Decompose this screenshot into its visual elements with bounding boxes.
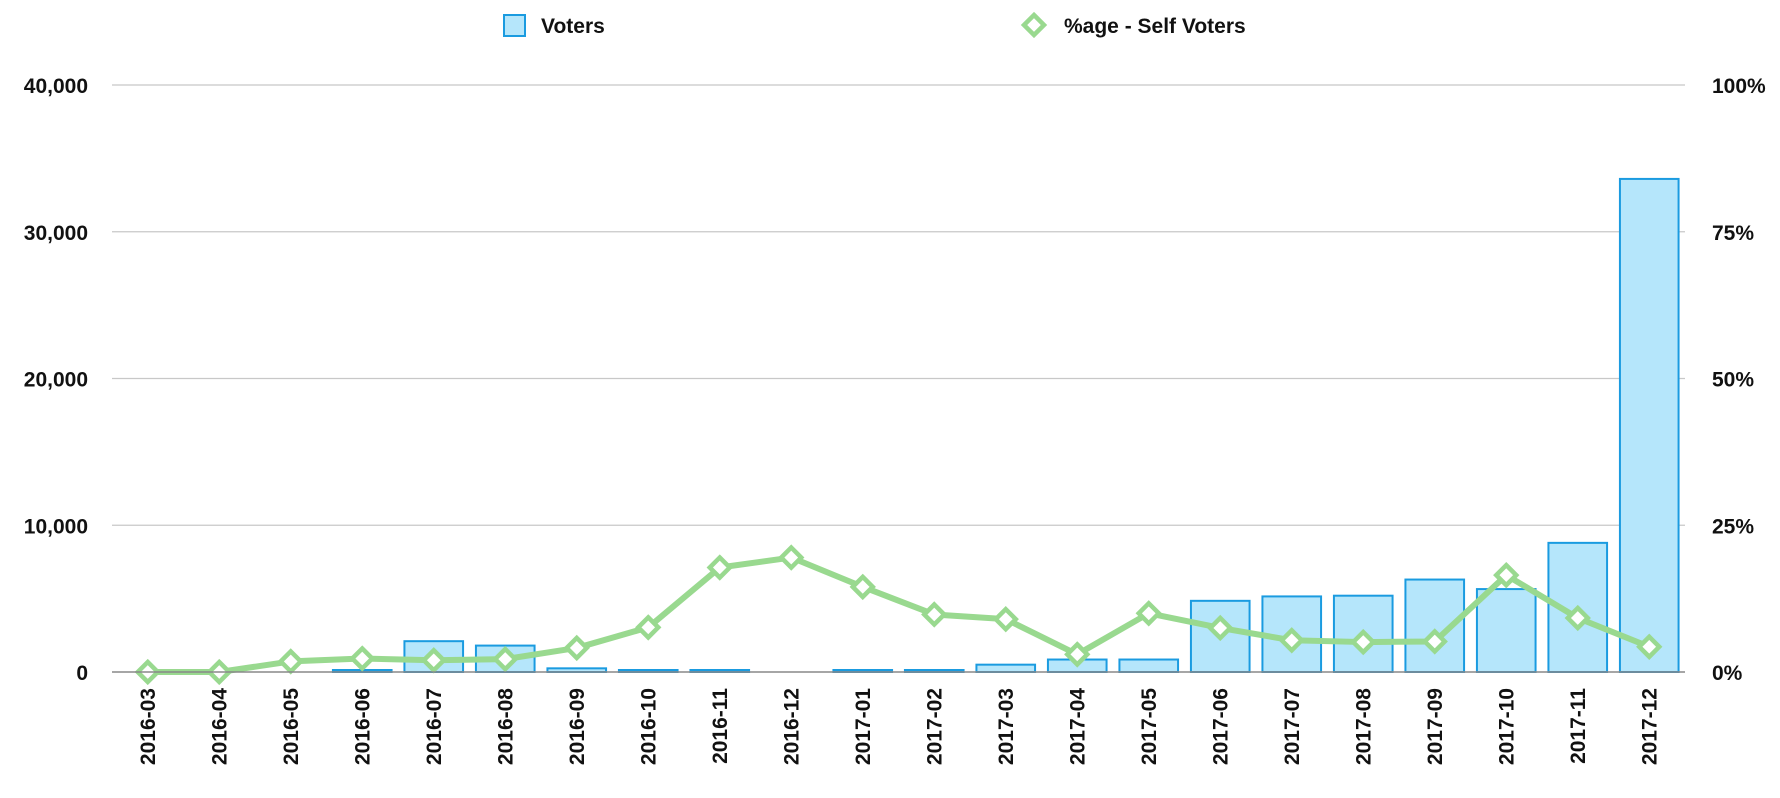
x-tick-label: 2016-07	[423, 688, 446, 765]
legend-swatch-self-voters	[1020, 11, 1048, 39]
y-left-tick-label: 30,000	[24, 222, 88, 245]
legend: Voters %age - Self Voters	[503, 11, 1246, 39]
y-left-tick-label: 0	[76, 662, 88, 685]
x-tick-label: 2017-08	[1352, 688, 1375, 765]
y-left-tick-label: 20,000	[24, 369, 88, 392]
line-point	[706, 554, 733, 581]
line-point	[277, 648, 304, 675]
line-point	[635, 614, 662, 641]
x-tick-label: 2016-03	[137, 688, 160, 765]
x-tick-label: 2016-09	[566, 688, 589, 765]
x-tick-label: 2016-12	[780, 688, 803, 765]
y-right-tick-label: 50%	[1712, 369, 1754, 392]
x-tick-label: 2017-10	[1495, 688, 1518, 765]
x-tick-label: 2017-11	[1567, 688, 1590, 764]
line-point	[1564, 604, 1591, 632]
x-tick-label: 2017-09	[1424, 688, 1447, 765]
line-point	[1493, 561, 1520, 589]
line-point	[1636, 633, 1663, 660]
bar	[1618, 177, 1680, 673]
line-point	[1207, 614, 1234, 642]
y-left-tick-label: 40,000	[24, 75, 88, 98]
x-tick-label: 2017-05	[1138, 688, 1161, 765]
x-tick-label: 2017-02	[923, 688, 946, 765]
x-tick-label: 2016-06	[351, 688, 374, 765]
x-tick-label: 2016-04	[208, 688, 231, 765]
line-point	[492, 645, 519, 673]
line-point	[1064, 641, 1091, 668]
line-point	[1135, 600, 1162, 627]
y-right-tick-label: 75%	[1712, 222, 1754, 245]
x-tick-label: 2016-08	[494, 688, 517, 765]
x-tick-label: 2017-06	[1209, 688, 1232, 765]
gridlines	[112, 84, 1685, 526]
y-right-tick-label: 100%	[1712, 75, 1766, 98]
legend-label-voters: Voters	[541, 15, 605, 38]
y-right-tick-label: 0%	[1712, 662, 1743, 685]
x-tick-label: 2017-03	[995, 688, 1018, 765]
x-tick-label: 2017-04	[1066, 688, 1089, 765]
bar	[1118, 658, 1180, 673]
x-tick-label: 2016-11	[709, 688, 732, 764]
line-point	[992, 605, 1019, 633]
axes: 0 10,000 20,000 30,000 40,000 0% 25% 50% 75% 100%…	[24, 75, 1766, 765]
line-point	[849, 573, 876, 601]
legend-label-self-voters: %age - Self Voters	[1064, 15, 1246, 38]
line-point	[349, 645, 376, 672]
line-point	[1350, 628, 1377, 656]
x-tick-label: 2017-07	[1281, 688, 1304, 765]
line-point	[420, 647, 447, 674]
line-point	[1278, 627, 1305, 654]
series-line	[144, 554, 1653, 675]
line-point	[1421, 628, 1448, 655]
line-point	[921, 601, 948, 628]
bar	[975, 663, 1037, 673]
y-left-tick-label: 10,000	[24, 515, 88, 538]
bar-series	[331, 177, 1680, 674]
y-right-tick-label: 25%	[1712, 515, 1754, 538]
bar	[1475, 588, 1537, 673]
line-point	[778, 544, 805, 571]
x-tick-label: 2016-10	[637, 688, 660, 765]
legend-swatch-voters	[503, 14, 526, 37]
line-series	[134, 544, 1663, 686]
x-tick-label: 2017-12	[1638, 688, 1661, 765]
x-tick-label: 2016-05	[280, 688, 303, 765]
line-point	[563, 634, 590, 662]
x-tick-label: 2017-01	[852, 688, 875, 765]
